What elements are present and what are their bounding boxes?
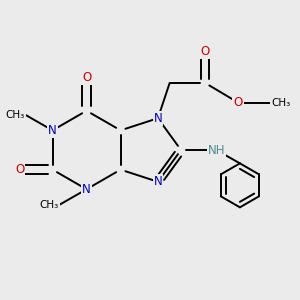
Text: N: N	[48, 124, 57, 137]
Text: CH₃: CH₃	[6, 110, 25, 120]
Text: O: O	[200, 45, 210, 58]
Text: N: N	[154, 175, 162, 188]
Text: CH₃: CH₃	[40, 200, 59, 210]
Text: N: N	[82, 183, 91, 196]
Text: O: O	[233, 96, 243, 109]
Text: NH: NH	[208, 143, 225, 157]
Text: O: O	[15, 163, 24, 176]
Text: N: N	[154, 112, 162, 125]
Text: O: O	[82, 71, 91, 84]
Text: CH₃: CH₃	[271, 98, 290, 107]
